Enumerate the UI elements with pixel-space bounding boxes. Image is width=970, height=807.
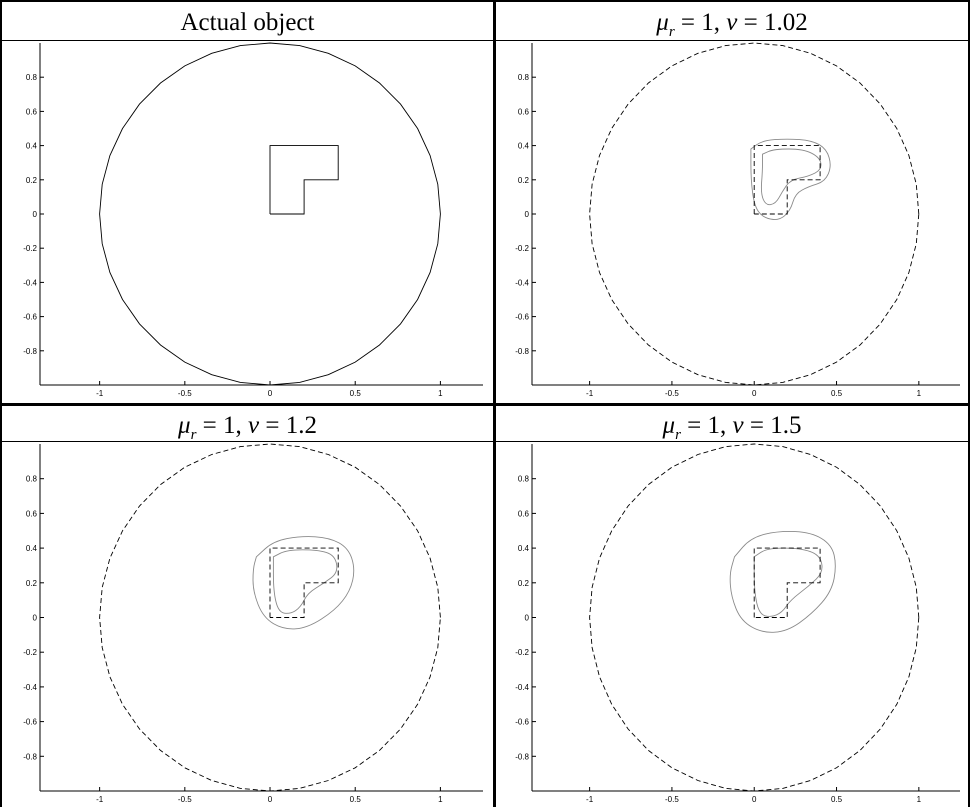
x-tick-label: 0 <box>268 389 273 398</box>
y-tick-label: -0.2 <box>23 648 37 657</box>
y-tick-label: 0.2 <box>26 579 38 588</box>
y-tick-label: 0 <box>33 614 38 623</box>
y-tick-label: 0.8 <box>518 73 530 82</box>
y-tick-label: 0.6 <box>26 107 38 116</box>
y-tick-label: -0.8 <box>23 752 37 761</box>
mu-value: 1 <box>701 9 714 36</box>
l-shaped-object <box>753 145 821 215</box>
domain-boundary <box>99 42 441 386</box>
nu-value: 1.5 <box>770 412 802 439</box>
l-shaped-object <box>269 145 339 215</box>
y-tick-label: 0.4 <box>26 544 38 553</box>
y-tick-label: -0.4 <box>515 683 529 692</box>
reconstruction-contour-inner <box>272 549 338 614</box>
plot-nu-1-2: 0.8 0.6 0.4 0.2 0 -0.2 -0.4 -0.6 -0.8 -1 -0.5 0 0.5 1 <box>23 443 483 804</box>
frame-top <box>0 0 970 2</box>
nu-value: 1.02 <box>763 9 808 36</box>
panel-title: μr = 1, ν = 1.5 <box>662 412 802 443</box>
y-tick-label: 0.6 <box>26 509 38 518</box>
reconstruction-contour-outer <box>750 138 831 220</box>
l-shaped-object <box>753 547 821 618</box>
y-tick-label: -0.4 <box>23 278 37 287</box>
domain-boundary <box>99 443 441 792</box>
x-tick-label: -0.5 <box>665 389 679 398</box>
x-tick-label: 0.5 <box>350 389 362 398</box>
reconstruction-contour-outer <box>252 536 355 630</box>
y-tick-label: -0.4 <box>515 278 529 287</box>
x-tick-label: 0 <box>752 389 757 398</box>
y-tick-label: 0.6 <box>518 107 530 116</box>
y-tick-label: -0.2 <box>515 244 529 253</box>
y-tick-label: -0.2 <box>515 648 529 657</box>
panel-title: μr = 1, ν = 1.02 <box>656 9 808 40</box>
y-tick-label: -0.6 <box>23 313 37 322</box>
y-tick-label: 0.6 <box>518 509 530 518</box>
y-tick-label: -0.4 <box>23 683 37 692</box>
reconstruction-contour-inner <box>753 547 823 617</box>
mu-value: 1 <box>707 412 721 439</box>
y-tick-label: -0.8 <box>23 347 37 356</box>
y-tick-label: 0 <box>33 210 38 219</box>
x-tick-label: 1 <box>438 795 443 804</box>
x-tick-label: 1 <box>917 389 922 398</box>
y-tick-label: 0.2 <box>26 176 38 185</box>
y-tick-label: 0.2 <box>518 579 530 588</box>
y-tick-label: 0.8 <box>26 475 38 484</box>
x-tick-label: -0.5 <box>178 389 192 398</box>
l-shaped-object <box>269 547 339 618</box>
panel-title: μr = 1, ν = 1.2 <box>178 412 317 443</box>
mu-subscript: r <box>190 427 197 443</box>
y-tick-label: -0.6 <box>23 718 37 727</box>
x-tick-label: 0.5 <box>831 795 843 804</box>
x-tick-label: 1 <box>438 389 443 398</box>
y-tick-label: 0 <box>525 614 530 623</box>
y-tick-label: 0 <box>525 210 530 219</box>
panel-title-text: Actual object <box>180 9 315 36</box>
y-tick-label: -0.6 <box>515 718 529 727</box>
y-tick-label: -0.8 <box>515 347 529 356</box>
x-tick-label: -1 <box>586 389 594 398</box>
panel-nu-1-02: μr = 1, ν = 1.02 0.8 0.6 0.4 0.2 0 -0.2 -0.4 -0… <box>496 2 968 403</box>
panel-actual-object: Actual object 0.8 0.6 0.4 0.2 0 -0.2 -0.4 -0.6 -… <box>2 2 493 403</box>
frame-title-underline-top <box>0 40 970 41</box>
y-tick-label: 0.8 <box>26 73 38 82</box>
x-tick-label: -1 <box>96 389 104 398</box>
frame-title-underline-bottom <box>0 441 970 442</box>
y-tick-label: 0.4 <box>26 142 38 151</box>
x-tick-label: 0.5 <box>831 389 843 398</box>
panel-title: Actual object <box>2 8 493 38</box>
mu-value: 1 <box>223 412 236 439</box>
panel-nu-1-2: μr = 1, ν = 1.2 0.8 0.6 0.4 0.2 0 -0.2 -0.4 -0.… <box>2 406 493 807</box>
y-tick-label: -0.8 <box>515 752 529 761</box>
frame-middle-horizontal <box>0 403 970 406</box>
x-tick-label: 0.5 <box>350 795 362 804</box>
x-tick-label: -0.5 <box>665 795 679 804</box>
panel-nu-1-5: μr = 1, ν = 1.5 0.8 0.6 0.4 0.2 0 -0.2 -0.4 -0.… <box>496 406 968 807</box>
x-tick-label: -1 <box>96 795 104 804</box>
domain-boundary <box>589 42 920 386</box>
y-tick-label: -0.2 <box>23 244 37 253</box>
y-tick-label: 0.8 <box>518 475 530 484</box>
y-tick-label: 0.4 <box>518 142 530 151</box>
plot-actual-object: 0.8 0.6 0.4 0.2 0 -0.2 -0.4 -0.6 -0.8 -1 -0.5 0 0.5 1 <box>23 42 483 398</box>
x-tick-label: 0 <box>268 795 273 804</box>
x-tick-label: -0.5 <box>178 795 192 804</box>
y-tick-label: -0.6 <box>515 313 529 322</box>
plot-nu-1-5: 0.8 0.6 0.4 0.2 0 -0.2 -0.4 -0.6 -0.8 -1 -0.5 0 0.5 1 <box>515 443 960 804</box>
y-tick-label: 0.4 <box>518 544 530 553</box>
x-tick-label: 0 <box>752 795 757 804</box>
mu-subscript: r <box>668 24 675 40</box>
reconstruction-contour-outer <box>729 531 836 633</box>
reconstruction-contour-inner <box>760 148 822 206</box>
plot-nu-1-02: 0.8 0.6 0.4 0.2 0 -0.2 -0.4 -0.6 -0.8 -1 -0.5 0 0.5 1 <box>515 42 960 398</box>
nu-value: 1.2 <box>285 412 317 439</box>
x-tick-label: -1 <box>586 795 594 804</box>
domain-boundary <box>589 443 920 792</box>
y-tick-label: 0.2 <box>518 176 530 185</box>
mu-subscript: r <box>675 427 681 443</box>
x-tick-label: 1 <box>917 795 922 804</box>
